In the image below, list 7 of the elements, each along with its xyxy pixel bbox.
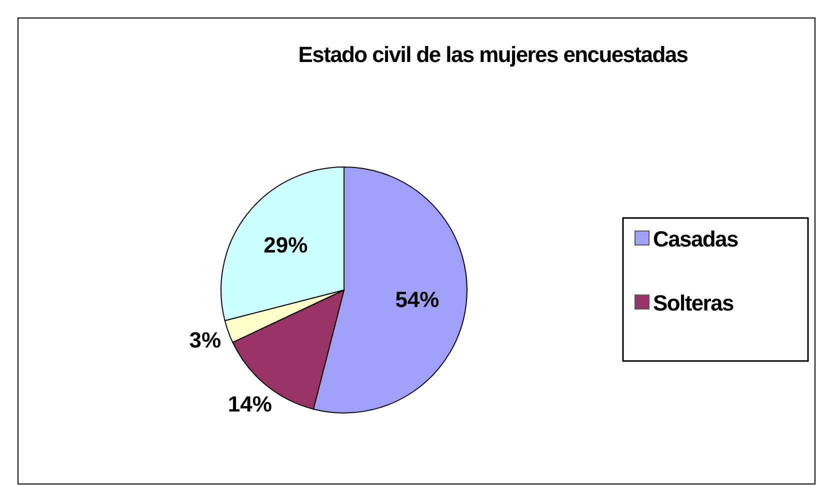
data-label: 29% <box>264 232 308 258</box>
legend-label: Casadas <box>653 226 738 252</box>
chart-title: Estado civil de las mujeres encuestadas <box>298 42 688 67</box>
data-label: 14% <box>228 391 272 416</box>
legend-label: Solteras <box>653 290 734 316</box>
data-label: 3% <box>189 328 222 353</box>
data-label: 54% <box>395 286 440 312</box>
